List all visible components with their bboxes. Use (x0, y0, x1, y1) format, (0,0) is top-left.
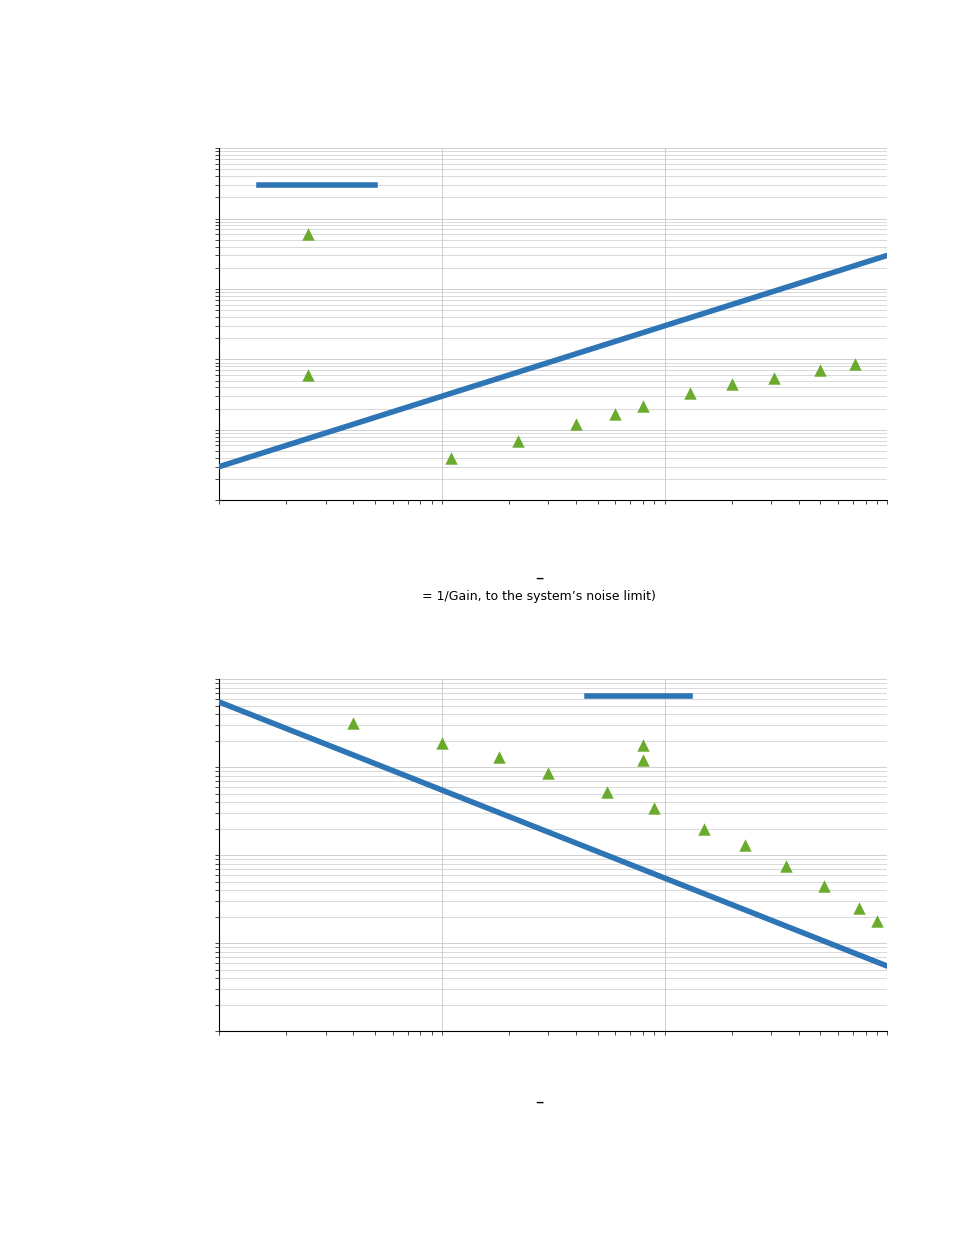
Point (635, 751, 650, 771)
Point (635, 735, 650, 755)
Point (443, 448, 458, 468)
Text: –: – (535, 1093, 542, 1110)
Point (812, 361, 827, 380)
Text: = 1/Gain, to the system’s noise limit): = 1/Gain, to the system’s noise limit) (421, 590, 656, 603)
Point (540, 763, 556, 783)
Point (696, 819, 711, 839)
Point (646, 799, 661, 819)
Point (510, 431, 525, 451)
Point (778, 856, 793, 876)
Point (723, 374, 739, 394)
Point (598, 782, 614, 802)
Point (345, 713, 360, 732)
Point (607, 404, 622, 424)
Point (847, 354, 862, 374)
Point (681, 383, 697, 403)
Point (851, 898, 866, 918)
Point (491, 747, 506, 767)
Point (300, 366, 315, 385)
Point (568, 414, 583, 433)
Point (816, 876, 831, 895)
Point (635, 395, 650, 415)
Text: –: – (535, 569, 542, 587)
Point (434, 732, 449, 752)
Point (765, 368, 781, 388)
Point (868, 911, 883, 931)
Point (737, 835, 752, 855)
Point (300, 225, 315, 245)
